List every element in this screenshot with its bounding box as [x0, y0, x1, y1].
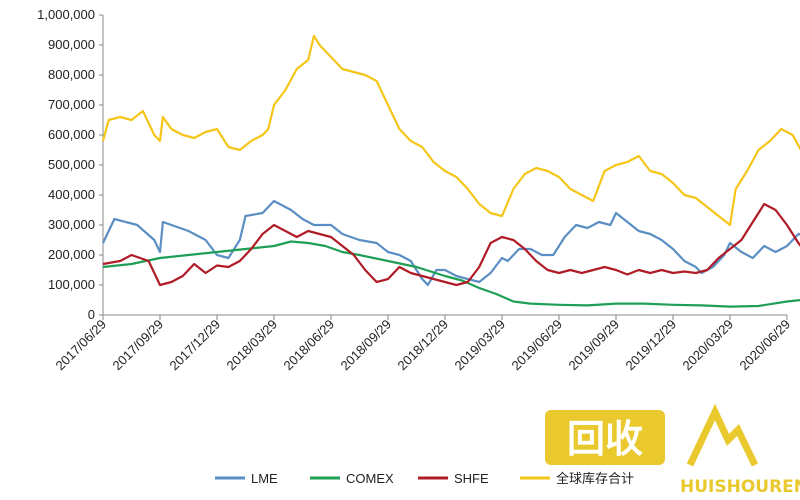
legend-label-comex: COMEX — [346, 471, 394, 486]
watermark-logo-box — [545, 410, 665, 465]
watermark-brand: HUISHOUREN — [680, 477, 800, 497]
y-tick-label: 100,000 — [48, 277, 95, 292]
legend-label-lme: LME — [251, 471, 278, 486]
y-tick-label: 300,000 — [48, 217, 95, 232]
y-tick-label: 0 — [88, 307, 95, 322]
series-lines — [101, 34, 800, 308]
x-tick-label: 2020/03/29 — [679, 317, 736, 374]
y-tick-label: 200,000 — [48, 247, 95, 262]
x-tick-label: 2017/09/29 — [109, 317, 166, 374]
x-tick-label: 2018/03/29 — [223, 317, 280, 374]
legend-label-shfe: SHFE — [454, 471, 489, 486]
x-tick-label: 2018/09/29 — [337, 317, 394, 374]
series-line-comex — [102, 240, 800, 308]
y-tick-label: 500,000 — [48, 157, 95, 172]
x-tick-label: 2019/03/29 — [451, 317, 508, 374]
y-tick-label: 400,000 — [48, 187, 95, 202]
x-tick-label: 2018/12/29 — [394, 317, 451, 374]
x-tick-label: 2019/09/29 — [565, 317, 622, 374]
legend: LME COMEX SHFE 全球库存合计 — [215, 471, 634, 486]
y-tick-label: 800,000 — [48, 67, 95, 82]
series-line-total — [101, 34, 800, 227]
x-tick-label: 2017/06/29 — [52, 317, 109, 374]
legend-label-total: 全球库存合计 — [556, 471, 634, 486]
x-tick-label: 2017/12/29 — [166, 317, 223, 374]
watermark-logo: 回收 HUISHOUREN — [545, 403, 800, 497]
y-tick-label: 1,000,000 — [37, 7, 95, 22]
watermark-mountain-icon — [686, 403, 759, 467]
y-axis-ticks: 1,000,000 900,000 800,000 700,000 600,000 500… — [37, 7, 103, 322]
x-tick-label: 2019/06/29 — [508, 317, 565, 374]
x-tick-label: 2020/06/29 — [736, 317, 793, 374]
x-tick-label: 2019/12/29 — [622, 317, 679, 374]
x-axis-ticks: 2017/06/29 2017/09/29 2017/12/29 2018/03/29… — [52, 315, 793, 373]
x-tick-label: 2018/06/29 — [280, 317, 337, 374]
y-tick-label: 600,000 — [48, 127, 95, 142]
watermark-logo-text: 回收 — [567, 417, 643, 461]
y-tick-label: 700,000 — [48, 97, 95, 112]
y-tick-label: 900,000 — [48, 37, 95, 52]
series-line-shfe — [102, 202, 800, 287]
